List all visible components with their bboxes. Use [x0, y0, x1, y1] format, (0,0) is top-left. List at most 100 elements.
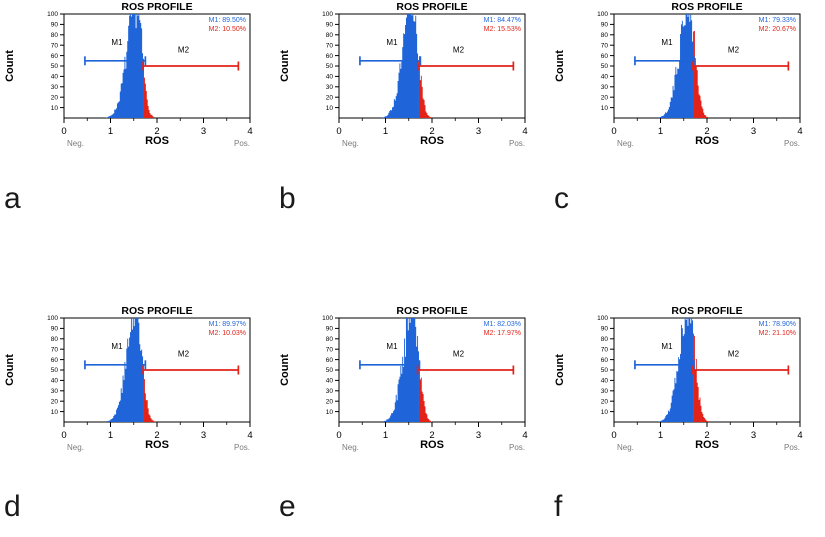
svg-text:80: 80: [51, 336, 59, 343]
svg-text:0: 0: [611, 126, 616, 137]
svg-text:2: 2: [154, 430, 159, 441]
svg-text:0: 0: [336, 126, 341, 137]
m2-percent-annotation: M2: 17.97%: [483, 330, 521, 337]
svg-text:40: 40: [326, 74, 334, 81]
svg-text:60: 60: [601, 53, 609, 60]
svg-text:M1: M1: [386, 38, 398, 47]
m1-percent-annotation: M1: 89.97%: [208, 321, 246, 328]
svg-text:4: 4: [522, 126, 527, 137]
svg-text:4: 4: [247, 126, 252, 137]
svg-text:30: 30: [601, 84, 609, 91]
svg-text:10: 10: [326, 105, 334, 112]
svg-text:0: 0: [61, 126, 66, 137]
svg-text:2: 2: [154, 126, 159, 137]
svg-text:60: 60: [51, 357, 59, 364]
x-axis-positive-label: Pos.: [508, 443, 525, 452]
svg-text:80: 80: [326, 336, 334, 343]
svg-text:4: 4: [797, 126, 802, 137]
svg-text:M1: M1: [111, 38, 123, 47]
svg-text:3: 3: [201, 126, 206, 137]
svg-text:2: 2: [429, 430, 434, 441]
panel-letter-a: a: [4, 182, 21, 215]
panel-letter-f: f: [554, 490, 563, 523]
ros-profile-panel-a: 10 20 30 40 50 60 70 80 90 100 0 1 2 3 4 M1 M2 ROS PROFI…: [0, 0, 275, 185]
x-axis-label: ROS: [420, 439, 444, 451]
x-axis-label: ROS: [420, 135, 444, 147]
svg-text:80: 80: [601, 32, 609, 39]
svg-text:M1: M1: [111, 342, 123, 351]
svg-text:60: 60: [601, 357, 609, 364]
svg-text:0: 0: [61, 430, 66, 441]
m2-percent-annotation: M2: 20.67%: [758, 26, 796, 33]
chart-title: ROS PROFILE: [671, 1, 743, 13]
ros-histogram-chart: 10 20 30 40 50 60 70 80 90 100 0 1 2 3 4 M1 M2: [597, 315, 803, 441]
svg-text:60: 60: [326, 357, 334, 364]
svg-text:M2: M2: [178, 45, 190, 54]
panel-letter-b: b: [279, 182, 296, 215]
x-axis-negative-label: Neg.: [617, 443, 634, 452]
svg-text:80: 80: [601, 336, 609, 343]
chart-title: ROS PROFILE: [121, 305, 193, 317]
svg-text:3: 3: [201, 430, 206, 441]
m1-percent-annotation: M1: 82.03%: [483, 321, 521, 328]
svg-text:10: 10: [601, 409, 609, 416]
x-axis-label: ROS: [695, 135, 719, 147]
svg-text:10: 10: [601, 105, 609, 112]
svg-text:4: 4: [522, 430, 527, 441]
chart-title: ROS PROFILE: [396, 305, 468, 317]
x-axis-positive-label: Pos.: [233, 443, 250, 452]
svg-text:90: 90: [601, 326, 609, 333]
m2-percent-annotation: M2: 21.10%: [758, 330, 796, 337]
y-axis-label: Count: [279, 50, 291, 82]
svg-text:100: 100: [322, 11, 333, 18]
ros-histogram-chart: 10 20 30 40 50 60 70 80 90 100 0 1 2 3 4 M1 M2: [322, 11, 528, 137]
svg-text:100: 100: [597, 315, 608, 322]
svg-text:40: 40: [601, 378, 609, 385]
svg-text:4: 4: [797, 430, 802, 441]
svg-text:3: 3: [751, 430, 756, 441]
svg-text:20: 20: [601, 398, 609, 405]
x-axis-positive-label: Pos.: [783, 139, 800, 148]
svg-text:M1: M1: [661, 342, 673, 351]
svg-text:20: 20: [326, 398, 334, 405]
svg-text:20: 20: [601, 94, 609, 101]
svg-text:20: 20: [51, 398, 59, 405]
m1-percent-annotation: M1: 79.33%: [758, 17, 796, 24]
svg-text:70: 70: [51, 346, 59, 353]
x-axis-label: ROS: [695, 439, 719, 451]
svg-text:3: 3: [476, 430, 481, 441]
svg-text:70: 70: [326, 42, 334, 49]
chart-title: ROS PROFILE: [396, 1, 468, 13]
svg-text:2: 2: [429, 126, 434, 137]
svg-text:M2: M2: [453, 349, 465, 358]
svg-text:M2: M2: [453, 45, 465, 54]
x-axis-negative-label: Neg.: [342, 443, 359, 452]
x-axis-label: ROS: [145, 439, 169, 451]
svg-text:40: 40: [51, 74, 59, 81]
svg-text:50: 50: [51, 63, 59, 70]
svg-text:1: 1: [108, 430, 113, 441]
svg-text:90: 90: [326, 326, 334, 333]
svg-text:2: 2: [704, 430, 709, 441]
ros-profile-panel-e: 10 20 30 40 50 60 70 80 90 100 0 1 2 3 4 M1 M2 ROS PROFI…: [275, 304, 550, 489]
ros-histogram-chart: 10 20 30 40 50 60 70 80 90 100 0 1 2 3 4 M1 M2: [47, 11, 253, 137]
ros-profile-panel-d: 10 20 30 40 50 60 70 80 90 100 0 1 2 3 4 M1 M2 ROS PROFI…: [0, 304, 275, 489]
svg-text:70: 70: [51, 42, 59, 49]
x-axis-positive-label: Pos.: [233, 139, 250, 148]
x-axis-negative-label: Neg.: [342, 139, 359, 148]
svg-text:1: 1: [658, 430, 663, 441]
svg-text:M2: M2: [728, 349, 740, 358]
svg-text:3: 3: [751, 126, 756, 137]
m2-percent-annotation: M2: 10.50%: [208, 26, 246, 33]
x-axis-negative-label: Neg.: [67, 139, 84, 148]
ros-histogram-chart: 10 20 30 40 50 60 70 80 90 100 0 1 2 3 4 M1 M2: [47, 315, 253, 441]
y-axis-label: Count: [279, 354, 291, 386]
svg-text:M2: M2: [728, 45, 740, 54]
panel-letter-d: d: [4, 490, 21, 523]
m2-percent-annotation: M2: 15.53%: [483, 26, 521, 33]
svg-text:40: 40: [51, 378, 59, 385]
y-axis-label: Count: [4, 354, 16, 386]
y-axis-label: Count: [554, 354, 566, 386]
svg-text:20: 20: [326, 94, 334, 101]
